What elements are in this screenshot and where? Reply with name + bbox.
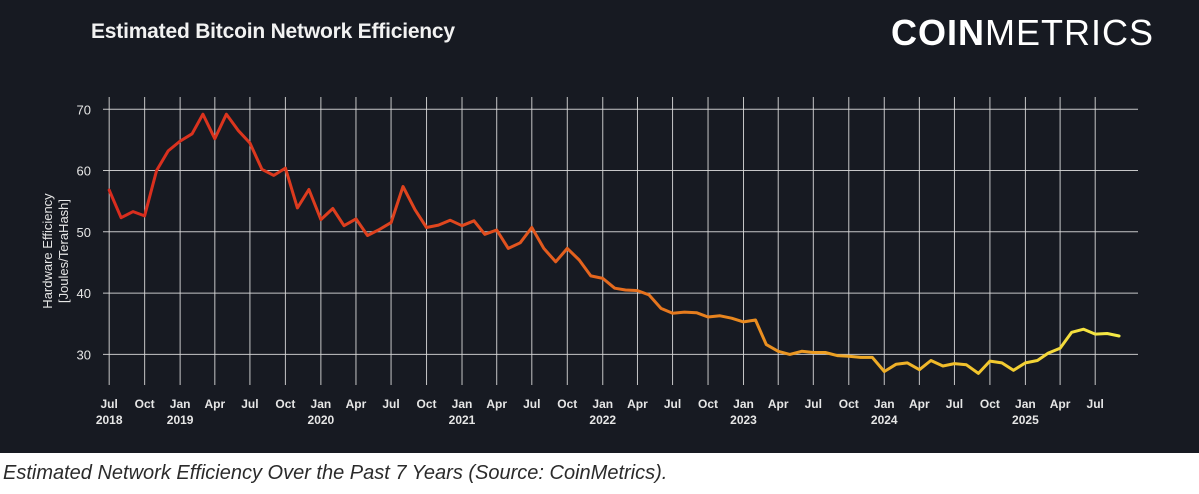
x-tick-year-label: 2025 [1012, 413, 1039, 427]
x-tick-label: Apr [346, 397, 367, 411]
x-tick-label: Jan [1015, 397, 1036, 411]
x-tick-label: Jan [311, 397, 332, 411]
x-tick-label: Oct [698, 397, 718, 411]
x-tick-label: Jan [874, 397, 895, 411]
y-tick-label: 60 [77, 164, 91, 179]
x-tick-label: Jul [523, 397, 540, 411]
x-tick-label: Oct [417, 397, 437, 411]
line-chart: 30 40 50 60 70 Jul 2018 Oct Jan 2019 Apr Jul Oct Jan 2… [40, 97, 1138, 427]
efficiency-series-line [107, 112, 1121, 375]
x-tick-label: Jul [664, 397, 681, 411]
x-tick-label: Jan [170, 397, 191, 411]
y-tick-label: 50 [77, 225, 91, 240]
y-tick-label: 70 [77, 102, 91, 117]
coinmetrics-logo: COINMETRICS [891, 12, 1154, 54]
y-tick-label: 40 [77, 286, 91, 301]
chart-title: Estimated Bitcoin Network Efficiency [91, 20, 455, 43]
x-tick-label: Apr [627, 397, 648, 411]
x-tick-label: Apr [1050, 397, 1071, 411]
x-tick-year-label: 2019 [167, 413, 194, 427]
chart-panel: Estimated Bitcoin Network Efficiency COI… [0, 0, 1199, 453]
x-tick-label: Apr [204, 397, 225, 411]
y-axis-label-line: Hardware Efficiency [40, 193, 55, 309]
x-tick-label: Oct [275, 397, 295, 411]
y-tick-label: 30 [77, 347, 91, 362]
y-axis-label: Hardware Efficiency[Joules/TeraHash] [40, 193, 71, 309]
figure-caption: Estimated Network Efficiency Over the Pa… [3, 462, 668, 484]
x-tick-label: Oct [557, 397, 577, 411]
x-tick-year-label: 2018 [96, 413, 123, 427]
logo-coin: COIN [891, 12, 985, 53]
x-tick-label: Apr [768, 397, 789, 411]
x-tick-label: Jan [592, 397, 613, 411]
x-tick-label: Oct [980, 397, 1000, 411]
logo-metrics: METRICS [985, 12, 1154, 53]
x-tick-label: Apr [486, 397, 507, 411]
x-tick-year-label: 2022 [589, 413, 616, 427]
x-tick-label: Jul [100, 397, 117, 411]
x-tick-label: Oct [135, 397, 155, 411]
x-tick-label: Jul [805, 397, 822, 411]
x-tick-year-label: 2021 [449, 413, 476, 427]
x-tick-label: Jul [382, 397, 399, 411]
x-tick-year-label: 2023 [730, 413, 757, 427]
x-tick-label: Apr [909, 397, 930, 411]
x-tick-year-label: 2020 [308, 413, 335, 427]
x-tick-label: Jul [946, 397, 963, 411]
y-axis-label-line: [Joules/TeraHash] [56, 199, 71, 303]
x-tick-label: Jan [733, 397, 754, 411]
x-tick-year-label: 2024 [871, 413, 898, 427]
x-tick-label: Jul [1087, 397, 1104, 411]
x-tick-label: Oct [839, 397, 859, 411]
x-tick-label: Jan [452, 397, 473, 411]
x-tick-label: Jul [241, 397, 258, 411]
